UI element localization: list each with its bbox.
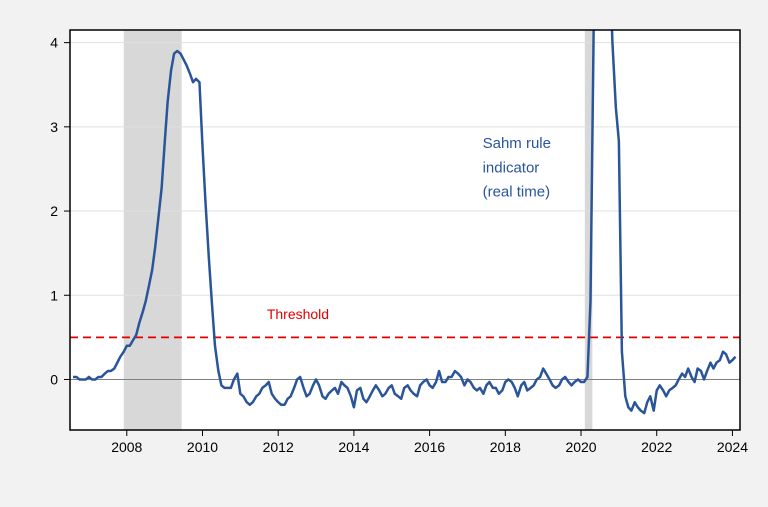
sahm-rule-chart: 0 1 2 3 4 Threshold Sahm rule indicator (real ti… — [0, 0, 768, 507]
ytick-label: 2 — [50, 203, 58, 219]
recession-band-0 — [124, 30, 182, 430]
threshold-label: Threshold — [267, 306, 329, 322]
xtick-label: 2010 — [187, 439, 218, 455]
chart-svg: 0 1 2 3 4 Threshold Sahm rule indicator (real ti… — [0, 0, 768, 507]
series-label-line: (real time) — [483, 184, 551, 201]
xtick-label: 2008 — [111, 439, 142, 455]
ytick-label: 3 — [50, 119, 58, 135]
xtick-label: 2014 — [338, 439, 369, 455]
xtick-label: 2016 — [414, 439, 445, 455]
ytick-label: 0 — [50, 371, 58, 387]
series-label-line: Sahm rule — [483, 135, 551, 152]
xtick-label: 2012 — [263, 439, 294, 455]
ytick-label: 4 — [50, 35, 58, 51]
ytick-label: 1 — [50, 287, 58, 303]
xtick-label: 2018 — [490, 439, 521, 455]
xtick-label: 2020 — [565, 439, 596, 455]
xtick-label: 2022 — [641, 439, 672, 455]
xtick-label: 2024 — [717, 439, 748, 455]
series-label-line: indicator — [483, 159, 540, 176]
